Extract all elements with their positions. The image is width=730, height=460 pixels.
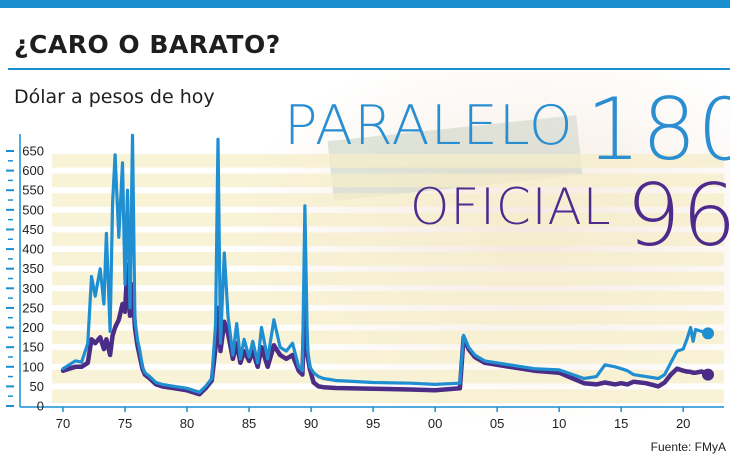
grid-band: [52, 291, 724, 305]
grid-band: [52, 212, 724, 227]
page-title: ¿CARO O BARATO?: [14, 30, 281, 59]
x-tick-label: 75: [118, 416, 132, 431]
x-tick-label: 85: [242, 416, 256, 431]
x-tick-label: 70: [56, 416, 70, 431]
series-line-oficial: [60, 262, 711, 397]
y-tick-label: 600: [22, 163, 44, 178]
grid-band: [52, 271, 724, 286]
source-credit: Fuente: FMyA: [650, 440, 726, 454]
y-tick-label: 200: [22, 320, 44, 335]
grid-band: [52, 350, 724, 364]
x-tick-label: 10: [552, 416, 566, 431]
paralelo-label: PARALELO: [284, 94, 574, 157]
chart-series: [60, 133, 714, 397]
endpoint-marker-oficial: [702, 368, 714, 381]
x-tick-label: 00: [428, 416, 442, 431]
y-tick-label: 100: [22, 359, 44, 374]
y-tick-label: 550: [22, 183, 44, 198]
series-line-paralelo: [61, 133, 710, 394]
grid-band: [52, 193, 724, 207]
grid-band: [52, 389, 724, 403]
grid-band: [52, 232, 724, 247]
top-accent-bar: [0, 0, 730, 8]
y-tick-label: 450: [22, 222, 44, 237]
x-tick-label: 90: [304, 416, 318, 431]
grid-bands: [52, 154, 724, 403]
oficial-value: 96: [626, 166, 730, 266]
grid-band: [52, 154, 724, 168]
y-tick-label: 350: [22, 261, 44, 276]
grid-band: [52, 252, 724, 266]
y-tick-label: 150: [22, 340, 44, 355]
y-tick-label: 650: [22, 144, 44, 159]
title-divider: [8, 68, 730, 70]
oficial-label: OFICIAL: [410, 178, 612, 236]
y-tick-label: 0: [37, 399, 44, 414]
endpoint-marker-paralelo: [702, 327, 714, 340]
y-tick-label: 400: [22, 242, 44, 257]
y-tick-label: 250: [22, 300, 44, 315]
grid-band: [52, 330, 724, 345]
y-tick-label: 300: [22, 281, 44, 296]
y-tick-label: 500: [22, 202, 44, 217]
x-tick-label: 80: [180, 416, 194, 431]
chart-subtitle: Dólar a pesos de hoy: [14, 86, 215, 108]
grid-band: [52, 310, 724, 325]
x-tick-label: 15: [614, 416, 628, 431]
x-tick-label: 05: [490, 416, 504, 431]
chart-axes: 0501001502002503003504004505005506006507…: [6, 134, 724, 431]
x-tick-label: 95: [366, 416, 380, 431]
y-tick-label: 50: [30, 379, 44, 394]
paralelo-value: 180: [586, 80, 730, 180]
x-tick-label: 20: [676, 416, 690, 431]
